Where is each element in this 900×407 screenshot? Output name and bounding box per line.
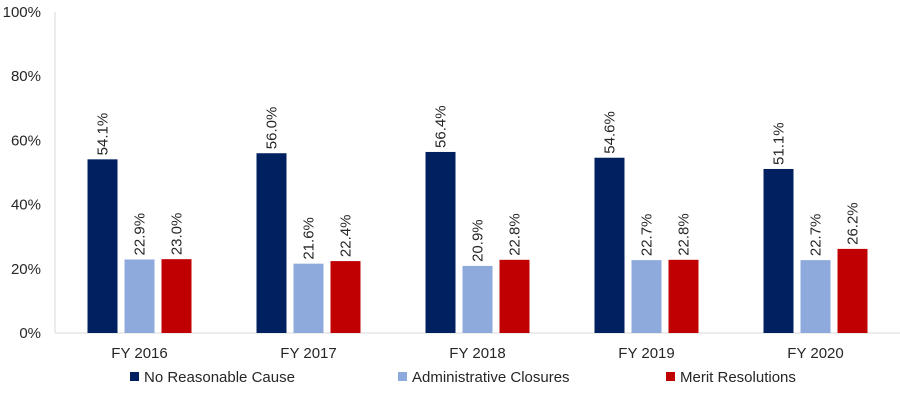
data-label: 21.6% (301, 217, 318, 260)
bar (124, 259, 155, 333)
legend-label: Merit Resolutions (680, 369, 796, 386)
x-tick-label: FY 2016 (111, 345, 167, 362)
bar (425, 151, 456, 333)
y-tick-label: 60% (11, 132, 41, 149)
data-label: 23.0% (169, 213, 186, 256)
bar (161, 259, 192, 333)
legend-label: No Reasonable Cause (144, 369, 295, 386)
bar (763, 168, 794, 333)
bar (594, 157, 625, 333)
x-tick-label: FY 2020 (787, 345, 843, 362)
legend-swatch (398, 372, 407, 381)
x-tick-label: FY 2019 (618, 345, 674, 362)
data-label: 56.4% (433, 105, 450, 148)
data-label: 22.7% (808, 214, 825, 257)
data-label: 51.1% (771, 122, 788, 165)
y-tick-label: 100% (3, 4, 41, 21)
data-label: 22.7% (639, 214, 656, 257)
bar (87, 159, 118, 333)
bar (800, 260, 831, 333)
data-label: 22.8% (676, 213, 693, 256)
data-label: 56.0% (264, 107, 281, 150)
bar (330, 261, 361, 333)
data-label: 26.2% (845, 202, 862, 245)
bar (293, 263, 324, 333)
legend-swatch (130, 372, 139, 381)
y-tick-label: 80% (11, 68, 41, 85)
data-label: 22.4% (338, 215, 355, 258)
legend-swatch (666, 372, 675, 381)
bar (668, 259, 699, 333)
x-tick-label: FY 2017 (280, 345, 336, 362)
bar (631, 260, 662, 333)
y-tick-label: 0% (19, 325, 41, 342)
data-label: 54.1% (95, 113, 112, 156)
data-label: 22.9% (132, 213, 149, 256)
x-tick-label: FY 2018 (449, 345, 505, 362)
data-label: 54.6% (602, 111, 619, 154)
bar (462, 265, 493, 333)
y-tick-label: 40% (11, 197, 41, 214)
data-label: 20.9% (470, 219, 487, 262)
bar (499, 259, 530, 333)
bar (256, 153, 287, 333)
bar (837, 248, 868, 333)
legend-label: Administrative Closures (412, 369, 570, 386)
data-label: 22.8% (507, 213, 524, 256)
y-tick-label: 20% (11, 261, 41, 278)
